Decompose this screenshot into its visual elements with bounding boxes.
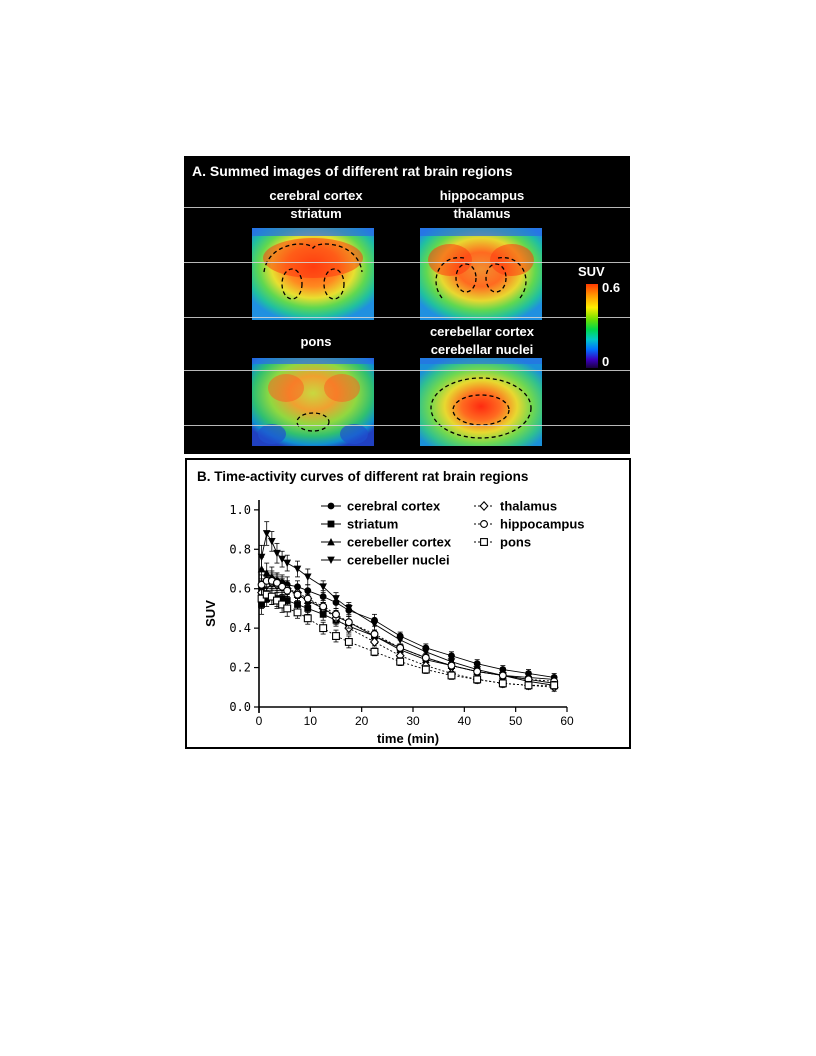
data-point-cerebeller-nuclei [278, 555, 286, 564]
x-tick-label: 40 [458, 714, 472, 728]
colorbar-max-label: 0.6 [602, 280, 621, 295]
data-point-pons [550, 681, 559, 690]
y-tick-label: 0.6 [229, 582, 251, 596]
data-point-pons [293, 608, 302, 617]
x-tick-label: 0 [256, 714, 263, 728]
x-axis-title: time (min) [377, 731, 439, 746]
data-point-cerebeller-nuclei [345, 605, 353, 613]
legend-marker-cerebral-cortex [327, 502, 335, 510]
chart-title: B. Time-activity curves of different rat… [197, 469, 529, 484]
y-tick-label: 1.0 [229, 503, 251, 517]
data-point-hippocampus [473, 667, 482, 676]
data-point-pons [319, 624, 328, 633]
data-point-hippocampus [303, 594, 312, 603]
data-point-pons [370, 647, 379, 656]
data-point-cerebeller-nuclei [262, 530, 271, 538]
series-line-cerebral-cortex [261, 578, 555, 678]
data-point-hippocampus [332, 610, 340, 619]
data-point-cerebeller-nuclei [283, 559, 292, 568]
data-point-cerebeller-nuclei [268, 538, 276, 546]
data-point-striatum [294, 601, 301, 608]
data-point-pons [498, 679, 507, 688]
data-point-cerebeller-nuclei [370, 620, 379, 629]
data-point-cerebral-cortex [319, 593, 327, 600]
data-point-striatum [304, 605, 312, 612]
data-point-pons [344, 637, 353, 646]
data-point-hippocampus [370, 630, 379, 639]
data-point-hippocampus [447, 661, 456, 670]
label-striatum: striatum [290, 206, 342, 221]
data-point-hippocampus [257, 580, 266, 589]
legend-label-pons: pons [500, 535, 531, 550]
data-point-pons [447, 671, 456, 680]
data-point-cerebeller-nuclei [257, 553, 266, 562]
label-cerebellar-cortex: cerebellar cortex [429, 324, 535, 339]
data-point-pons [524, 681, 533, 690]
data-point-pons [283, 604, 292, 613]
y-axis-title: SUV [203, 600, 218, 627]
legend-marker-hippocampus [480, 520, 488, 528]
chart-plot: 0.0 0.2 0.4 0.6 0.8 1.0 0 10 20 30 40 50 60 time (min… [203, 499, 585, 747]
data-point-hippocampus [319, 602, 328, 611]
legend-label-hippocampus: hippocampus [500, 517, 585, 532]
data-point-hippocampus [421, 653, 430, 662]
data-point-cerebeller-nuclei [273, 549, 281, 558]
legend-marker-cerebeller-cortex [327, 538, 335, 546]
data-point-pons [303, 614, 312, 623]
legend-label-striatum: striatum [347, 517, 398, 532]
panel-b-time-activity-chart: B. Time-activity curves of different rat… [185, 458, 631, 749]
brain-scan-cerebellum [420, 358, 542, 446]
panel-a-title: A. Summed images of different rat brain … [192, 163, 513, 179]
x-tick-label: 60 [560, 714, 574, 728]
label-thalamus: thalamus [453, 206, 511, 221]
brain-scan-pons [252, 358, 374, 446]
colorbar [586, 284, 598, 368]
label-cerebellar-nuclei: cerebellar nuclei [430, 342, 534, 357]
legend-marker-striatum [327, 520, 335, 528]
x-tick-label: 50 [509, 714, 523, 728]
data-point-cerebeller-nuclei [303, 573, 312, 581]
legend-marker-cerebeller-nuclei [327, 556, 335, 564]
data-point-pons [396, 657, 405, 666]
legend-marker-thalamus [479, 500, 489, 512]
data-point-pons [332, 632, 340, 640]
brain-scan-cortex-striatum [252, 228, 374, 320]
data-point-cerebeller-nuclei [422, 648, 430, 656]
label-pons: pons [300, 334, 332, 349]
colorbar-title: SUV [578, 264, 605, 279]
label-cerebral-cortex: cerebral cortex [269, 188, 363, 203]
data-point-hippocampus [344, 618, 353, 627]
panel-a-pet-images: A. Summed images of different rat brain … [184, 156, 630, 454]
x-tick-label: 10 [304, 714, 318, 728]
x-tick-label: 30 [406, 714, 420, 728]
data-point-thalamus [369, 636, 380, 647]
y-tick-label: 0.2 [229, 661, 251, 675]
legend-label-cerebeller-cortex: cerebeller cortex [347, 535, 452, 550]
brain-scan-hippocampus-thalamus [420, 228, 542, 320]
data-point-cerebeller-nuclei [332, 595, 340, 603]
x-tick-label: 20 [355, 714, 369, 728]
data-point-hippocampus [293, 590, 302, 599]
data-point-hippocampus [396, 643, 405, 652]
colorbar-min-label: 0 [602, 354, 610, 369]
y-tick-label: 0.8 [229, 542, 251, 556]
data-point-hippocampus [498, 671, 507, 680]
legend-label-thalamus: thalamus [500, 499, 557, 514]
data-point-cerebeller-nuclei [293, 565, 302, 573]
y-tick-label: 0.0 [229, 700, 251, 714]
data-point-hippocampus [283, 586, 292, 595]
label-hippocampus: hippocampus [439, 188, 525, 203]
data-point-cerebeller-nuclei [396, 636, 404, 644]
data-point-hippocampus [273, 578, 281, 587]
data-point-pons [473, 675, 482, 684]
data-point-cerebeller-nuclei [319, 583, 327, 591]
legend-label-cerebral-cortex: cerebral cortex [347, 499, 441, 514]
legend-marker-pons [480, 538, 488, 546]
data-point-pons [421, 665, 430, 674]
y-tick-label: 0.4 [229, 621, 251, 635]
data-point-hippocampus [278, 582, 287, 591]
legend-label-cerebeller-nuclei: cerebeller nuclei [347, 553, 450, 568]
